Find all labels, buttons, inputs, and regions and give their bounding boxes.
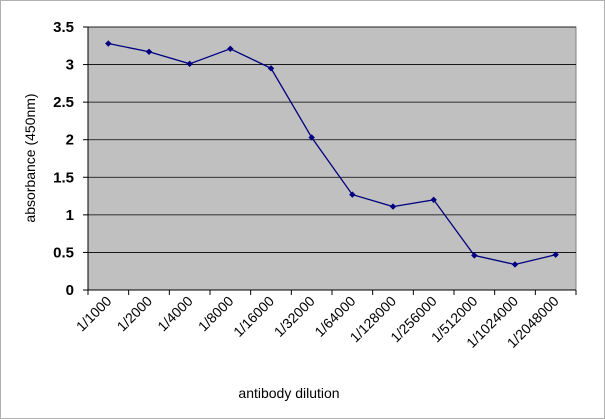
data-points — [105, 40, 559, 268]
data-point — [389, 203, 397, 210]
data-point — [511, 261, 519, 268]
x-tick-label: 1/2000 — [114, 293, 156, 335]
y-axis-ticks: 0 0.5 1 1.5 2 2.5 3 3.5 — [53, 19, 88, 299]
data-point — [552, 251, 559, 258]
x-tick-label: 1/16000 — [230, 293, 277, 340]
y-tick-label: 0 — [66, 282, 74, 299]
y-tick-label: 2.5 — [53, 94, 74, 111]
y-tick-label: 1 — [66, 207, 74, 224]
y-tick-label: 3.5 — [53, 19, 74, 36]
y-tick-label: 1.5 — [53, 169, 74, 186]
data-point — [105, 40, 112, 47]
gridlines — [88, 26, 576, 253]
plot-area — [87, 26, 577, 291]
data-point — [145, 48, 153, 55]
data-point — [349, 191, 356, 198]
x-axis-label: antibody dilution — [238, 385, 339, 401]
x-axis-ticks: 1/1000 1/2000 1/4000 1/80001/160001/320001/… — [73, 290, 577, 351]
data-point — [471, 252, 478, 259]
data-point — [430, 196, 437, 204]
x-tick-label: 1/1000 — [73, 293, 115, 335]
data-point — [267, 65, 275, 72]
data-point — [308, 134, 315, 141]
x-tick-label: 1/4000 — [154, 293, 196, 335]
data-point — [227, 45, 234, 52]
series-line — [108, 42, 556, 266]
x-tick-label: 1/32000 — [271, 293, 318, 340]
data-point — [186, 60, 193, 68]
y-tick-label: 0.5 — [53, 244, 74, 261]
y-tick-label: 2 — [66, 132, 74, 149]
y-tick-label: 3 — [66, 57, 74, 74]
y-axis-label: absorbance (450nm) — [22, 93, 38, 222]
